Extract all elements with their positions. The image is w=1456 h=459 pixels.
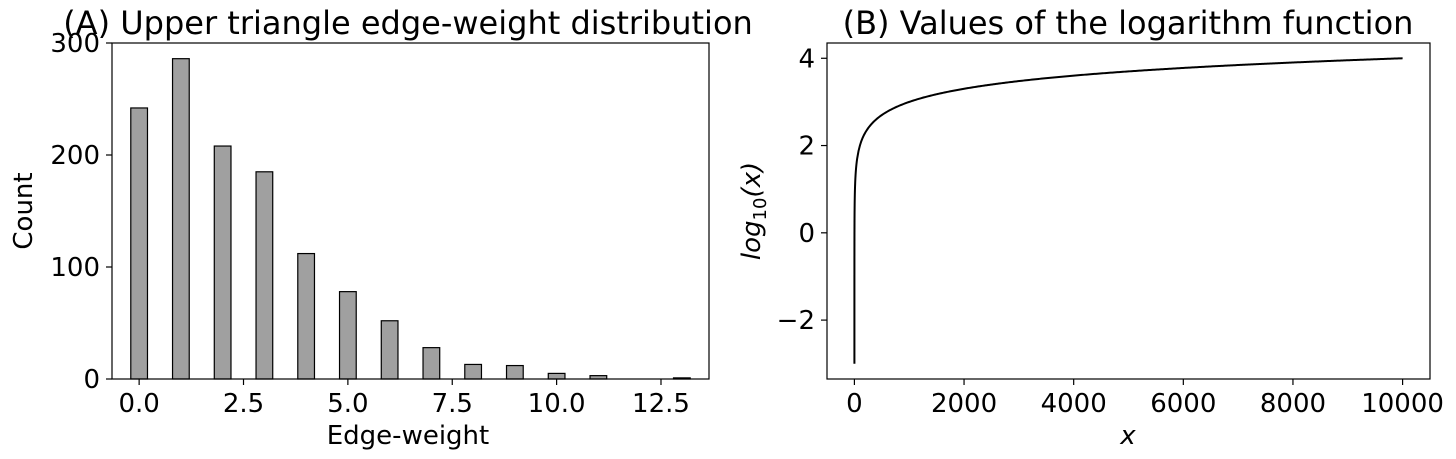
panel-a-x-ticks: 0.0 2.5 5.0 7.5 10.0 12.5 <box>118 379 690 419</box>
x-tick-label: 12.5 <box>632 389 690 419</box>
y-tick-label: 2 <box>798 132 815 162</box>
panel-b-x-ticks: 0 2000 4000 6000 8000 10000 <box>846 379 1444 419</box>
panel-b-y-label-sub: 10 <box>750 198 771 221</box>
panel-b-y-ticks: −2 0 2 4 <box>777 44 827 336</box>
x-tick-label: 2.5 <box>223 389 264 419</box>
panel-a-axes-frame <box>111 42 710 380</box>
panel-b-title: (B) Values of the logarithm function <box>843 4 1414 42</box>
panel-a-bars <box>130 58 691 380</box>
panel-b-y-label-base: log <box>737 220 767 260</box>
y-tick-label: 4 <box>798 44 815 74</box>
panel-b: (B) Values of the logarithm function 0 20… <box>737 4 1444 451</box>
x-tick-label: 6000 <box>1150 389 1216 419</box>
x-tick-label: 4000 <box>1041 389 1107 419</box>
x-tick-label: 8000 <box>1260 389 1326 419</box>
bar <box>297 252 316 380</box>
bar <box>505 364 524 380</box>
panel-a-x-label: Edge-weight <box>327 421 489 451</box>
bar <box>213 145 232 380</box>
x-tick-label: 7.5 <box>432 389 473 419</box>
x-tick-label: 10.0 <box>528 389 586 419</box>
x-tick-label: 2000 <box>931 389 997 419</box>
y-tick-label: 200 <box>50 141 100 171</box>
bar <box>255 171 274 380</box>
bar <box>380 320 399 380</box>
panel-a-title: (A) Upper triangle edge-weight distribut… <box>63 4 753 42</box>
x-tick-label: 0 <box>846 389 863 419</box>
bar <box>547 372 566 380</box>
bar <box>464 363 483 380</box>
panel-b-y-label: log10(x) <box>737 162 771 260</box>
y-tick-label: 300 <box>50 29 100 59</box>
panel-a-y-ticks: 0 100 200 300 <box>50 29 112 395</box>
bar <box>422 347 441 380</box>
x-tick-label: 0.0 <box>118 389 159 419</box>
panel-a-y-label: Count <box>9 172 39 249</box>
y-tick-label: 0 <box>798 219 815 249</box>
bar <box>171 58 190 380</box>
bar <box>338 291 357 380</box>
x-tick-label: 10000 <box>1361 389 1444 419</box>
x-tick-label: 5.0 <box>327 389 368 419</box>
y-tick-label: 100 <box>50 253 100 283</box>
panel-a: (A) Upper triangle edge-weight distribut… <box>9 4 753 451</box>
y-tick-label: 0 <box>83 365 100 395</box>
panel-b-axes-frame <box>826 42 1431 380</box>
panel-b-x-label: x <box>1119 421 1136 451</box>
svg-text:log10(x): log10(x) <box>737 162 771 260</box>
y-tick-label: −2 <box>777 306 815 336</box>
panel-b-log-line <box>853 57 1403 364</box>
panel-b-y-label-arg: (x) <box>737 162 767 198</box>
bar <box>130 107 149 380</box>
